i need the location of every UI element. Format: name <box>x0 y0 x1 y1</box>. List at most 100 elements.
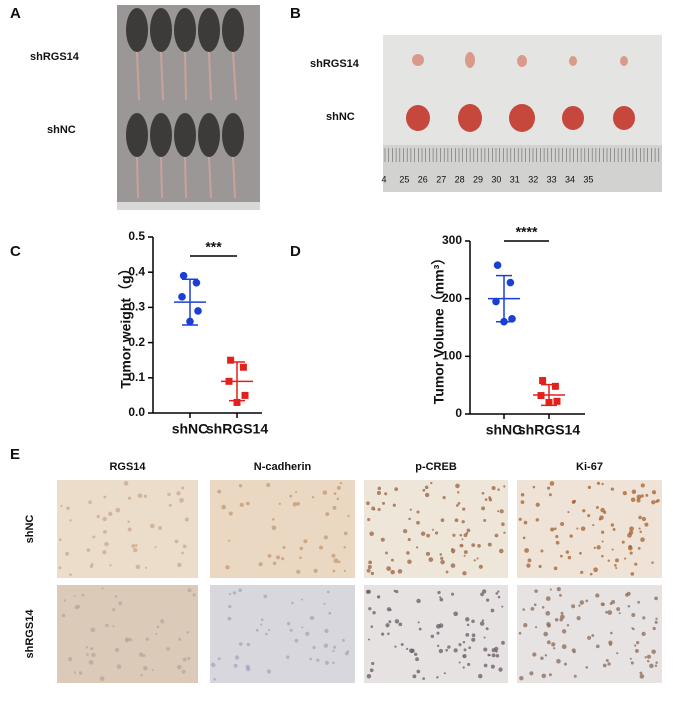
stain-dot <box>445 570 449 574</box>
stain-dot <box>211 662 216 668</box>
stain-dot <box>615 558 619 563</box>
stain-dot <box>549 588 552 591</box>
stain-dot <box>547 486 551 490</box>
stain-dot <box>416 510 420 514</box>
stain-dot <box>282 545 286 549</box>
stain-dot <box>471 637 476 642</box>
stain-dot <box>569 534 573 538</box>
ruler-number: 31 <box>510 174 520 184</box>
stain-dot <box>309 657 313 661</box>
stain-dot <box>227 616 232 621</box>
stain-dot <box>545 610 551 616</box>
stain-dot <box>238 642 243 646</box>
stain-dot <box>556 586 561 592</box>
stain-dot <box>69 519 72 522</box>
stain-dot <box>461 538 464 541</box>
stain-dot <box>135 564 141 570</box>
stain-dot <box>339 481 343 485</box>
stain-dot <box>127 496 132 500</box>
stain-dot <box>526 563 531 568</box>
stain-dot <box>432 528 435 531</box>
column-label: RGS14 <box>109 461 146 473</box>
stain-dot <box>385 551 388 555</box>
panel-letter: A <box>10 5 21 22</box>
stain-dot <box>483 636 486 639</box>
stain-dot <box>413 652 418 656</box>
stain-dot <box>637 546 641 550</box>
stain-dot <box>425 551 431 556</box>
stain-dot <box>390 558 394 562</box>
stain-dot <box>579 551 582 555</box>
stain-dot <box>182 544 187 549</box>
stain-dot <box>488 498 493 502</box>
stain-dot <box>417 621 420 624</box>
stain-dot <box>523 623 528 628</box>
ruler-number: 28 <box>455 174 465 184</box>
y-tick-label: 100 <box>442 349 462 363</box>
stain-dot <box>400 642 404 646</box>
stain-dot <box>323 535 328 540</box>
stain-dot <box>595 506 599 509</box>
panel-letter: D <box>290 243 301 260</box>
stain-dot <box>143 665 148 671</box>
stain-dot <box>416 669 421 674</box>
stain-dot <box>116 664 122 670</box>
data-point <box>493 261 502 270</box>
stain-dot <box>462 571 467 576</box>
stain-dot <box>367 638 371 641</box>
stain-dot <box>605 610 608 614</box>
stain-dot <box>323 602 326 605</box>
stain-dot <box>589 572 593 576</box>
stain-dot <box>527 558 532 563</box>
stain-dot <box>553 527 557 530</box>
significance-label: *** <box>205 239 222 255</box>
stain-dot <box>289 628 293 632</box>
stain-dot <box>548 673 552 677</box>
stain-dot <box>491 486 496 491</box>
stain-dot <box>316 658 320 662</box>
stain-dot <box>626 591 631 596</box>
stain-dot <box>468 646 472 650</box>
stain-dot <box>78 671 83 675</box>
x-tick-label: shRGS14 <box>206 421 268 437</box>
stain-dot <box>246 501 250 506</box>
stain-dot <box>58 538 62 542</box>
stain-dot <box>228 592 232 596</box>
stain-dot <box>456 491 460 494</box>
stain-dot <box>503 531 506 534</box>
stain-dot <box>477 544 481 548</box>
stain-dot <box>601 540 604 543</box>
stain-dot <box>88 500 92 505</box>
stain-dot <box>422 488 426 492</box>
stain-dot <box>366 674 372 679</box>
stain-dot <box>266 669 272 674</box>
stain-dot <box>450 563 456 568</box>
ruler-number: 26 <box>418 174 428 184</box>
stain-dot <box>461 520 465 524</box>
ihc-image <box>57 585 198 683</box>
stain-dot <box>610 631 613 635</box>
stain-dot <box>309 615 315 621</box>
stain-dot <box>455 504 459 507</box>
stain-dot <box>605 658 609 662</box>
stain-dot <box>640 537 645 542</box>
stain-dot <box>380 537 385 542</box>
stain-dot <box>495 592 499 595</box>
stain-dot <box>629 657 632 660</box>
stain-dot <box>181 669 186 674</box>
stain-dot <box>118 601 123 606</box>
stain-dot <box>370 571 375 576</box>
stain-dot <box>96 514 100 519</box>
stain-dot <box>217 489 222 494</box>
stain-dot <box>90 647 94 651</box>
stain-dot <box>459 533 463 537</box>
stain-dot <box>167 492 171 497</box>
stain-dot <box>481 589 487 594</box>
stain-dot <box>127 527 132 532</box>
stain-dot <box>483 519 487 523</box>
ruler-number: 33 <box>547 174 557 184</box>
stain-dot <box>143 494 148 498</box>
stain-dot <box>638 527 641 530</box>
stain-dot <box>145 637 149 641</box>
stain-dot <box>611 599 616 605</box>
